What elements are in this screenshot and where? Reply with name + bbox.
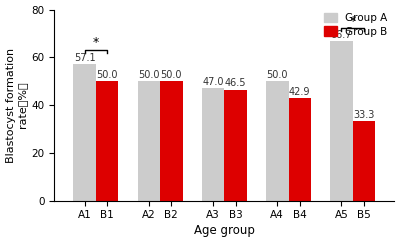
- Bar: [160, 81, 182, 200]
- X-axis label: Age group: Age group: [194, 225, 255, 237]
- Text: 33.3: 33.3: [353, 110, 375, 120]
- Bar: [224, 89, 247, 200]
- Bar: [96, 81, 118, 200]
- Bar: [138, 81, 160, 200]
- Bar: [288, 98, 311, 200]
- Bar: [74, 64, 96, 200]
- Text: 50.0: 50.0: [266, 70, 288, 80]
- Bar: [202, 88, 224, 200]
- Text: 50.0: 50.0: [160, 70, 182, 80]
- Text: 42.9: 42.9: [289, 87, 310, 97]
- Bar: [330, 41, 353, 200]
- Text: 50.0: 50.0: [138, 70, 160, 80]
- Bar: [353, 121, 375, 200]
- Legend: Group A, Group B: Group A, Group B: [322, 11, 389, 39]
- Text: *: *: [350, 15, 356, 28]
- Text: *: *: [93, 36, 99, 49]
- Text: 47.0: 47.0: [202, 77, 224, 87]
- Text: 46.5: 46.5: [225, 78, 246, 88]
- Y-axis label: Blastocyst formation
rate（%）: Blastocyst formation rate（%）: [6, 47, 27, 163]
- Text: 66.7: 66.7: [331, 30, 352, 40]
- Text: 57.1: 57.1: [74, 53, 96, 63]
- Bar: [266, 81, 288, 200]
- Text: 50.0: 50.0: [96, 70, 118, 80]
